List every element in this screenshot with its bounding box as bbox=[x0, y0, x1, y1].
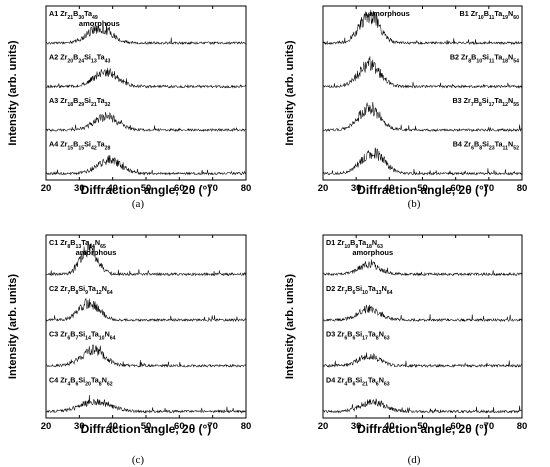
panel-label: (c) bbox=[132, 454, 145, 466]
plot-frame bbox=[45, 5, 247, 181]
panel-d: 20 30 40 50 60 70 80 Diffraction angle, 2θ (°) I… bbox=[284, 234, 528, 466]
xrd-trace-c4 bbox=[45, 394, 247, 414]
trace-label-d3: D3 Zr6B6Si17Ta8N63 bbox=[326, 330, 390, 342]
trace-label-a1: A1 Zr21B30Ta49 bbox=[49, 9, 98, 21]
x-tick-label: 80 bbox=[241, 421, 252, 432]
panel-label: (a) bbox=[132, 198, 145, 210]
trace-label-b3: B3 Zr7B8Si17Ta12N55 bbox=[452, 96, 519, 108]
x-axis-title: Diffraction angle, 2θ (°) bbox=[357, 422, 488, 436]
x-tick-label: 20 bbox=[41, 421, 52, 432]
trace-label-a3: A3 Zr18B29Si21Ta32 bbox=[49, 96, 110, 108]
amorphous-annotation: amorphous bbox=[369, 9, 410, 18]
x-axis-title: Diffraction angle, 2θ (°) bbox=[81, 183, 212, 197]
trace-label-c4: C4 Zr4B6Si20Ta8N62 bbox=[49, 375, 113, 387]
xrd-trace-d2 bbox=[322, 304, 523, 323]
xrd-trace-b4 bbox=[322, 147, 523, 176]
panel-c: 20 30 40 50 60 70 80 Diffraction angle, 2θ (°) I… bbox=[7, 234, 252, 466]
x-tick-label: 30 bbox=[351, 421, 362, 432]
plot-frame bbox=[322, 234, 523, 419]
xrd-trace-c2 bbox=[45, 298, 247, 323]
xrd-trace-d1 bbox=[322, 259, 523, 277]
trace-label-a2: A2 Zr20B24Si13Ta43 bbox=[49, 53, 110, 65]
xrd-trace-c1 bbox=[45, 240, 247, 277]
xrd-trace-a4 bbox=[45, 155, 247, 176]
trace-label-a4: A4 Zr15B15Si42Ta28 bbox=[49, 140, 110, 152]
x-tick-label: 50 bbox=[141, 421, 152, 432]
xrd-trace-b1 bbox=[322, 9, 523, 46]
x-axis-title: Diffraction angle, 2θ (°) bbox=[81, 422, 212, 436]
y-axis-title: Intensity (arb. units) bbox=[284, 274, 296, 379]
x-tick-label: 60 bbox=[174, 421, 185, 432]
xrd-trace-d4 bbox=[322, 398, 523, 414]
xrd-trace-a3 bbox=[45, 111, 247, 133]
x-tick-label: 40 bbox=[384, 421, 395, 432]
x-tick-label: 60 bbox=[450, 183, 461, 194]
panel-b: 20 30 40 50 60 70 80 Diffraction angle, 2θ (°) I… bbox=[284, 5, 528, 210]
amorphous-annotation: amorphous bbox=[352, 248, 393, 257]
trace-label-d4: D4 Zr4B6Si21Ta6N63 bbox=[326, 375, 390, 387]
x-tick-label: 60 bbox=[174, 183, 185, 194]
y-axis-title: Intensity (arb. units) bbox=[7, 274, 19, 379]
amorphous-annotation: amorphous bbox=[76, 248, 117, 257]
trace-label-d1: D1 Zr10B9Ta18N63 bbox=[326, 238, 383, 250]
xrd-trace-a2 bbox=[45, 67, 247, 89]
plot-frame bbox=[322, 5, 523, 181]
plot-frame bbox=[45, 234, 247, 419]
x-tick-label: 40 bbox=[107, 183, 118, 194]
xrd-trace-b2 bbox=[322, 56, 523, 89]
x-tick-label: 20 bbox=[41, 183, 52, 194]
panel-a: 20 30 40 50 60 70 80 Diffraction angle, 2θ (°) I… bbox=[7, 5, 252, 210]
x-tick-label: 70 bbox=[484, 421, 495, 432]
x-tick-label: 30 bbox=[74, 421, 85, 432]
x-tick-label: 70 bbox=[207, 421, 218, 432]
trace-label-c3: C3 Zr6B7Si14Ta10N64 bbox=[49, 330, 116, 342]
x-tick-label: 80 bbox=[241, 183, 252, 194]
x-tick-label: 20 bbox=[318, 183, 329, 194]
x-tick-label: 50 bbox=[417, 421, 428, 432]
x-tick-label: 30 bbox=[74, 183, 85, 194]
x-tick-label: 40 bbox=[384, 183, 395, 194]
trace-label-b2: B2 Zr8B10Si11Ta18N54 bbox=[450, 53, 519, 65]
x-tick-label: 60 bbox=[450, 421, 461, 432]
x-tick-label: 70 bbox=[484, 183, 495, 194]
xrd-trace-b3 bbox=[322, 101, 523, 133]
x-tick-label: 80 bbox=[517, 421, 528, 432]
xrd-trace-c3 bbox=[45, 344, 247, 368]
x-tick-label: 20 bbox=[318, 421, 329, 432]
y-axis-title: Intensity (arb. units) bbox=[284, 40, 296, 145]
x-axis-title: Diffraction angle, 2θ (°) bbox=[357, 183, 488, 197]
x-tick-label: 50 bbox=[141, 183, 152, 194]
x-tick-label: 40 bbox=[107, 421, 118, 432]
x-tick-label: 80 bbox=[517, 183, 528, 194]
x-tick-label: 30 bbox=[351, 183, 362, 194]
panel-label: (d) bbox=[408, 454, 421, 466]
x-tick-label: 70 bbox=[207, 183, 218, 194]
trace-label-c1: C1 Zr8B13Ta14N65 bbox=[49, 238, 106, 250]
amorphous-annotation: amorphous bbox=[79, 19, 120, 28]
trace-label-b4: B4 Zr6B8Si23Ta11N52 bbox=[453, 140, 519, 152]
panel-label: (b) bbox=[408, 198, 421, 210]
y-axis-title: Intensity (arb. units) bbox=[7, 40, 19, 145]
x-tick-label: 50 bbox=[417, 183, 428, 194]
trace-label-c2: C2 Zr7B8Si9Ta12N64 bbox=[49, 284, 113, 296]
trace-label-d2: D2 Zr7B6Si10Ta13N64 bbox=[326, 284, 393, 296]
xrd-trace-a1 bbox=[45, 22, 247, 46]
xrd-trace-d3 bbox=[322, 352, 523, 368]
trace-label-b1: B1 Zr10B11Ta19N60 bbox=[460, 9, 520, 21]
